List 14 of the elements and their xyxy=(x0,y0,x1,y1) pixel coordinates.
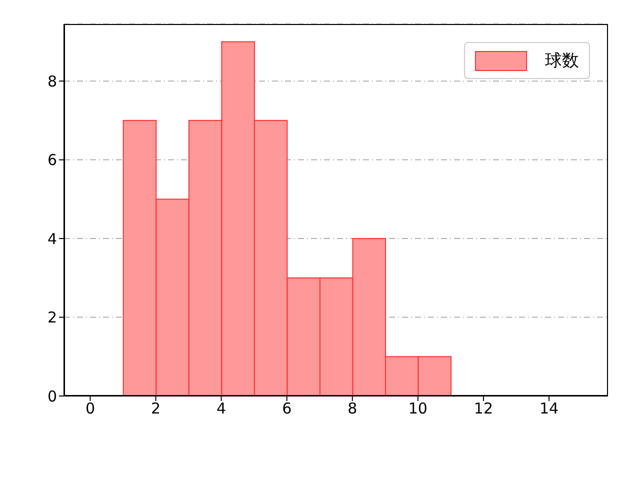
y-tick-label: 4 xyxy=(47,230,57,248)
x-tick-label: 8 xyxy=(348,400,358,418)
x-tick-label: 6 xyxy=(282,400,292,418)
y-tick-label: 6 xyxy=(47,151,57,170)
y-tick-label: 8 xyxy=(47,72,57,90)
legend-label: 球数 xyxy=(545,50,579,72)
x-tick-label: 14 xyxy=(539,400,559,418)
y-tick-label: 0 xyxy=(47,387,57,406)
x-tick-label: 12 xyxy=(474,400,494,418)
y-tick-label: 2 xyxy=(47,308,57,327)
x-tick-label: 2 xyxy=(150,400,161,418)
x-tick-label: 0 xyxy=(85,400,95,418)
x-tick-label: 10 xyxy=(408,400,428,418)
x-tick-label: 4 xyxy=(216,400,226,418)
